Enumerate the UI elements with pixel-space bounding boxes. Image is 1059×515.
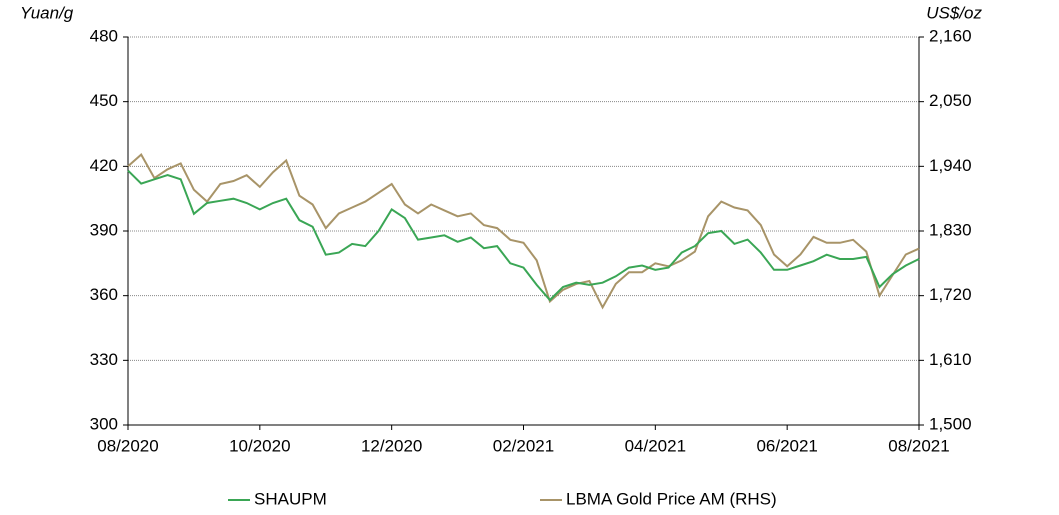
x-tick-label: 08/2020	[97, 436, 158, 455]
y-tick-label: 300	[90, 414, 118, 433]
y2-tick-label: 1,940	[929, 156, 972, 175]
y-tick-label: 480	[90, 26, 118, 45]
x-tick-label: 02/2021	[493, 436, 554, 455]
x-tick-label: 08/2021	[888, 436, 949, 455]
y2-tick-label: 2,050	[929, 91, 972, 110]
legend-label: SHAUPM	[254, 489, 327, 508]
legend-label: LBMA Gold Price AM (RHS)	[566, 489, 777, 508]
y2-tick-label: 1,830	[929, 220, 972, 239]
y2-tick-label: 1,610	[929, 350, 972, 369]
series-line	[127, 153, 920, 310]
x-tick-label: 10/2020	[229, 436, 290, 455]
y2-tick-label: 1,720	[929, 285, 972, 304]
y2-tick-label: 1,500	[929, 414, 972, 433]
y-tick-label: 390	[90, 220, 118, 239]
y2-tick-label: 2,160	[929, 26, 972, 45]
x-tick-label: 12/2020	[361, 436, 422, 455]
series-line	[127, 169, 920, 302]
y-tick-label: 330	[90, 350, 118, 369]
x-tick-label: 04/2021	[625, 436, 686, 455]
y-tick-label: 420	[90, 156, 118, 175]
y2-axis-label: US$/oz	[926, 3, 982, 22]
y-axis-label: Yuan/g	[20, 3, 74, 22]
y-tick-label: 360	[90, 285, 118, 304]
x-tick-label: 06/2021	[756, 436, 817, 455]
y-tick-label: 450	[90, 91, 118, 110]
